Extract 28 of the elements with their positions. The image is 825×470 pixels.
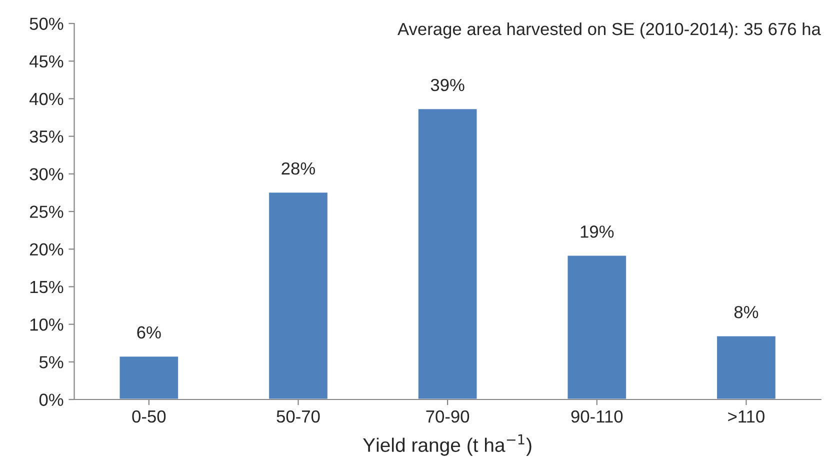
bar <box>716 334 777 400</box>
bar <box>118 355 180 400</box>
y-tick-label: 25% <box>30 206 64 218</box>
y-tick-label: 35% <box>30 130 64 143</box>
x-tick-label: 90-110 <box>571 410 623 423</box>
y-tick-label: 40% <box>29 92 64 106</box>
x-tick-label: 70-90 <box>426 410 470 423</box>
y-tick-label: 45% <box>29 55 64 68</box>
data-label: 19% <box>580 226 614 238</box>
y-tick-label: 15% <box>30 280 64 294</box>
y-tick-label: 10% <box>30 318 64 331</box>
data-label: 8% <box>734 306 758 318</box>
x-axis-title: Yield range (t ha$^{−1}$) <box>363 434 532 456</box>
y-tick-label: 50% <box>30 18 64 30</box>
data-label: 6% <box>137 326 161 339</box>
y-tick-label: 5% <box>39 356 64 368</box>
bar <box>417 108 478 400</box>
y-tick-label: 0% <box>39 394 64 406</box>
x-tick-label: 50-70 <box>276 410 320 423</box>
annotation: Average area harvested on SE (2010-2014): 35 676 ha <box>398 22 821 39</box>
data-label: 28% <box>282 162 315 175</box>
y-tick-label: 30% <box>30 168 64 180</box>
y-tick-label: 20% <box>30 243 64 256</box>
bar <box>268 191 329 400</box>
x-tick-label: 0-50 <box>132 410 166 423</box>
bar <box>566 254 628 400</box>
data-label: 39% <box>430 78 464 92</box>
x-tick-label: >110 <box>728 410 764 423</box>
